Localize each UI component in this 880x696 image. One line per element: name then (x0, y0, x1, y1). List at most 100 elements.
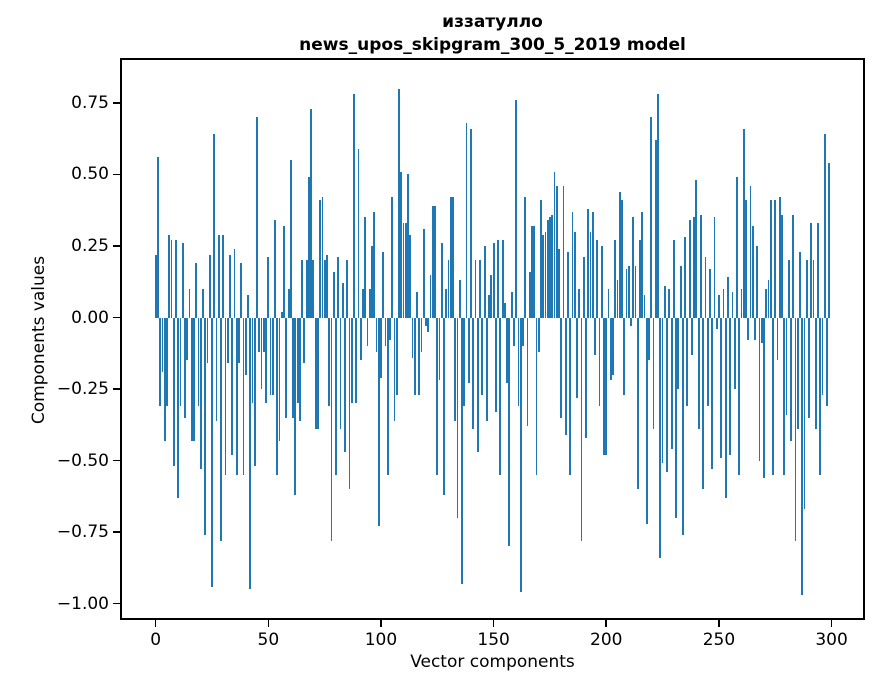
bar (711, 317, 714, 470)
bar (213, 134, 216, 318)
y-tick-label: −0.75 (56, 522, 109, 543)
bar (758, 317, 761, 461)
bar (339, 317, 342, 430)
bar (736, 177, 738, 318)
bar (783, 317, 786, 475)
bar (720, 317, 723, 458)
x-tick-label: 100 (364, 630, 398, 650)
bar (474, 260, 477, 318)
y-axis-tick (113, 388, 120, 390)
y-tick-label: 0.50 (71, 164, 109, 185)
bar (571, 211, 574, 318)
bar (591, 211, 594, 318)
bar (278, 317, 281, 441)
bar (794, 317, 797, 541)
bar (641, 211, 644, 318)
y-axis-label: Components values (29, 255, 49, 425)
bar (271, 317, 274, 395)
x-axis-tick (830, 620, 833, 627)
bar (643, 294, 646, 318)
bar (337, 257, 340, 318)
bar (727, 277, 729, 318)
bar (303, 317, 306, 364)
y-axis-tick (113, 102, 120, 104)
bar (749, 185, 752, 318)
bar (497, 240, 500, 318)
bar (729, 317, 732, 455)
y-axis-tick (113, 459, 120, 462)
bar (564, 317, 567, 435)
bar (787, 260, 790, 318)
bar (594, 317, 596, 355)
bar (242, 317, 245, 475)
x-axis-label: Vector components (410, 652, 575, 672)
bar (648, 317, 650, 361)
bar (805, 260, 808, 318)
bar (411, 317, 414, 358)
bar (672, 240, 675, 318)
bar (508, 317, 511, 547)
bar (170, 240, 173, 318)
bar (799, 251, 801, 318)
bar (697, 317, 700, 430)
bar (276, 317, 279, 475)
bar (492, 243, 495, 318)
bar (386, 317, 389, 475)
bar (826, 317, 828, 407)
bar (204, 317, 207, 535)
bar (222, 234, 225, 318)
bar (553, 171, 556, 318)
bar (630, 317, 632, 327)
bar (348, 317, 351, 490)
bar (494, 317, 497, 412)
bar (589, 231, 592, 318)
y-tick-label: 0.25 (71, 236, 109, 256)
bar (240, 263, 243, 318)
x-axis-tick (380, 620, 382, 627)
bar (323, 260, 326, 318)
bar (389, 317, 391, 341)
bar (585, 317, 587, 438)
bar (377, 317, 380, 527)
bar (510, 291, 513, 318)
bar (476, 317, 479, 453)
bar (285, 317, 288, 418)
x-tick-label: 150 (477, 630, 510, 650)
bar (398, 88, 400, 318)
chart-title-line-2: news_upos_skipgram_300_5_2019 model (299, 35, 686, 55)
plot-border (120, 58, 865, 620)
bar (190, 317, 193, 441)
bar (220, 317, 222, 541)
y-tick-label: 0.00 (71, 307, 109, 328)
bar (792, 214, 795, 318)
bar (346, 260, 349, 318)
bar (402, 223, 405, 318)
bar (681, 317, 684, 535)
bar (215, 317, 218, 421)
bar (233, 248, 236, 318)
bar (760, 317, 763, 344)
bar (522, 317, 524, 347)
bar (526, 317, 529, 427)
bar (425, 317, 427, 327)
bar (542, 234, 545, 318)
bar (472, 317, 475, 430)
bar (429, 274, 432, 318)
bar (310, 108, 313, 318)
bar (560, 317, 563, 418)
bar (769, 200, 772, 318)
bar (810, 223, 813, 318)
bar (569, 317, 572, 475)
bar (465, 122, 468, 318)
bar (301, 260, 304, 318)
bar (634, 266, 637, 318)
bar (650, 117, 653, 318)
bar (627, 266, 630, 318)
bar (654, 140, 657, 318)
bar (808, 317, 810, 418)
bar (332, 271, 335, 318)
bar (740, 288, 743, 318)
bar (341, 283, 344, 318)
bar (600, 246, 603, 318)
bar (166, 317, 168, 407)
